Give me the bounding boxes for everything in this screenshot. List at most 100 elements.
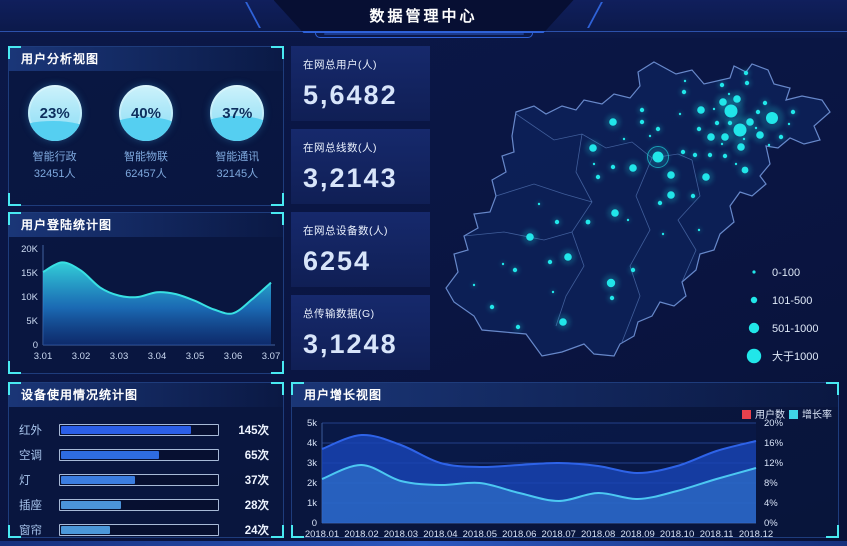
map-data-dot[interactable] <box>537 202 541 206</box>
map-data-dot[interactable] <box>609 118 617 126</box>
map-data-dot[interactable] <box>630 267 636 273</box>
map-data-dot[interactable] <box>526 233 534 241</box>
map-data-dot[interactable] <box>755 109 761 115</box>
map-data-dot[interactable] <box>722 153 728 159</box>
map-data-dot[interactable] <box>720 142 724 146</box>
map-data-dot[interactable] <box>714 120 720 126</box>
map-data-dot[interactable] <box>547 259 553 265</box>
map-data-dot[interactable] <box>733 95 741 103</box>
login-area-chart[interactable]: 0 5K 10K 15K 20K 3.01 3.02 3.03 3.04 3.05 3.06 3.07 <box>9 237 283 371</box>
map-data-dot[interactable] <box>741 166 749 174</box>
map-data-dot[interactable] <box>727 120 733 126</box>
bar-fill <box>61 475 136 484</box>
map-data-dot[interactable] <box>592 162 596 166</box>
map-data-dot[interactable] <box>657 200 663 206</box>
map-data-dot[interactable] <box>472 283 476 287</box>
map-data-dot[interactable] <box>697 106 705 114</box>
map-data-dot[interactable] <box>778 134 784 140</box>
map-legend-label[interactable]: 大于1000 <box>772 349 818 363</box>
device-bar-row: 插座 28次 <box>19 492 269 517</box>
map-data-dot[interactable] <box>609 295 615 301</box>
map-data-dot[interactable] <box>737 143 745 151</box>
map-data-dot[interactable] <box>655 126 661 132</box>
map-data-dot[interactable] <box>667 171 675 179</box>
map-data-dot[interactable] <box>702 173 710 181</box>
map-data-dot[interactable] <box>554 219 560 225</box>
corner-decoration <box>826 525 839 538</box>
region-scatter-map[interactable]: 0-100 101-500 501-1000 大于1000 <box>434 44 846 378</box>
y-axis-tick: 5K <box>26 316 38 327</box>
legend-label[interactable]: 用户数 <box>755 408 785 421</box>
map-data-dot[interactable] <box>551 290 555 294</box>
map-data-dot[interactable] <box>639 119 645 125</box>
map-data-dot[interactable] <box>744 80 750 86</box>
stat-label: 在网总用户(人) <box>303 59 377 71</box>
map-data-dot[interactable] <box>680 149 686 155</box>
map-data-dot[interactable] <box>681 89 687 95</box>
map-data-dot[interactable] <box>564 253 572 261</box>
map-data-dot[interactable] <box>746 118 754 126</box>
map-data-dot[interactable] <box>515 324 521 330</box>
map-data-dot[interactable] <box>712 107 716 111</box>
map-legend-label[interactable]: 501-1000 <box>772 323 819 335</box>
map-data-dot[interactable] <box>512 267 518 273</box>
map-legend-label[interactable]: 0-100 <box>772 267 800 279</box>
map-data-dot[interactable] <box>754 126 758 130</box>
user-growth-chart[interactable]: 0 0% 1k 4% 2k 8% 3k 12% 4k 16% 5k 20% 20… <box>292 407 838 540</box>
x-axis-tick: 2018.12 <box>739 529 773 539</box>
device-usage-value: 28次 <box>244 499 269 512</box>
map-data-dot[interactable] <box>639 107 645 113</box>
map-data-dot[interactable] <box>629 164 637 172</box>
map-data-dot[interactable] <box>790 109 796 115</box>
map-data-dot[interactable] <box>742 137 746 141</box>
map-data-dot[interactable] <box>678 112 682 116</box>
map-legend-label[interactable]: 101-500 <box>772 295 812 307</box>
map-data-dot[interactable] <box>652 151 664 163</box>
map-data-dot[interactable] <box>719 98 727 106</box>
x-axis-tick: 2018.07 <box>542 529 576 539</box>
map-data-dot[interactable] <box>661 232 665 236</box>
device-usage-bar-chart[interactable]: 红外 145次 空调 65次 灯 37次 插座 28次 <box>9 407 283 542</box>
map-data-dot[interactable] <box>766 112 778 124</box>
map-data-dot[interactable] <box>610 164 616 170</box>
corner-decoration <box>826 382 839 395</box>
map-data-dot[interactable] <box>589 144 597 152</box>
map-data-dot[interactable] <box>727 92 731 96</box>
map-data-dot[interactable] <box>762 100 768 106</box>
map-data-dot[interactable] <box>697 228 701 232</box>
map-data-dot[interactable] <box>787 122 791 126</box>
map-data-dot[interactable] <box>707 152 713 158</box>
panel-title-login-stats: 用户登陆统计图 <box>9 213 283 237</box>
map-data-dot[interactable] <box>721 133 729 141</box>
corner-decoration <box>8 525 21 538</box>
map-data-dot[interactable] <box>606 278 616 288</box>
map-data-dot[interactable] <box>756 131 764 139</box>
map-data-dot[interactable] <box>707 133 715 141</box>
map-data-dot[interactable] <box>489 304 495 310</box>
map-data-dot[interactable] <box>595 174 601 180</box>
map-data-dot[interactable] <box>501 262 505 266</box>
gauge-liquid-fill <box>27 120 82 141</box>
map-data-dot[interactable] <box>719 82 725 88</box>
map-data-dot[interactable] <box>622 137 626 141</box>
map-data-dot[interactable] <box>611 209 619 217</box>
map-data-dot[interactable] <box>692 152 698 158</box>
map-data-dot[interactable] <box>648 134 652 138</box>
login-area-line <box>42 261 272 315</box>
map-data-dot[interactable] <box>733 123 747 137</box>
map-data-dot[interactable] <box>696 126 702 132</box>
map-data-dot[interactable] <box>767 143 771 147</box>
map-data-dot[interactable] <box>743 70 749 76</box>
chart-legend[interactable]: 用户数 增长率 <box>742 408 832 421</box>
map-data-dot[interactable] <box>626 218 630 222</box>
map-data-dot[interactable] <box>667 191 675 199</box>
map-data-dot[interactable] <box>585 219 591 225</box>
liquid-gauge-group[interactable]: 23% 智能行政 32451人 40% 智能物联 62457人 37% 智能通讯 32… <box>9 71 283 183</box>
map-data-dot[interactable] <box>559 318 567 326</box>
map-data-dot[interactable] <box>734 162 738 166</box>
map-data-dot[interactable] <box>690 193 696 199</box>
x-axis-tick: 2018.11 <box>700 529 734 539</box>
map-data-dot[interactable] <box>683 79 687 83</box>
gauge-percent-value: 37% <box>222 104 253 122</box>
legend-label[interactable]: 增长率 <box>802 408 832 421</box>
